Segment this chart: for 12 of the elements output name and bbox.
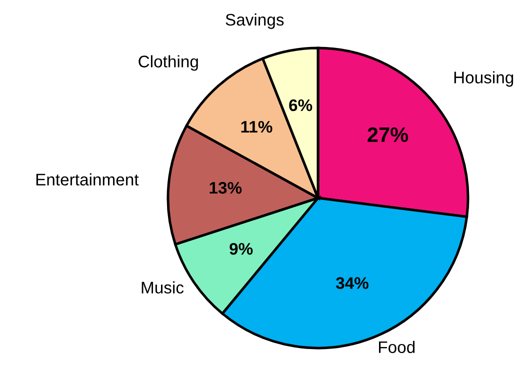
data-label: 6%	[289, 99, 312, 112]
slice-label: Clothing	[138, 55, 198, 71]
slice-label: Food	[379, 340, 415, 354]
data-label: 11%	[241, 120, 272, 133]
data-label: 34%	[336, 277, 368, 289]
data-label: 9%	[230, 242, 253, 255]
data-label: 27%	[368, 127, 408, 142]
slice-label: Savings	[226, 13, 284, 29]
slice-label: Music	[142, 281, 184, 294]
slice-label: Entertainment	[36, 173, 139, 186]
data-label: 13%	[210, 182, 242, 194]
slice-label: Housing	[454, 71, 514, 87]
